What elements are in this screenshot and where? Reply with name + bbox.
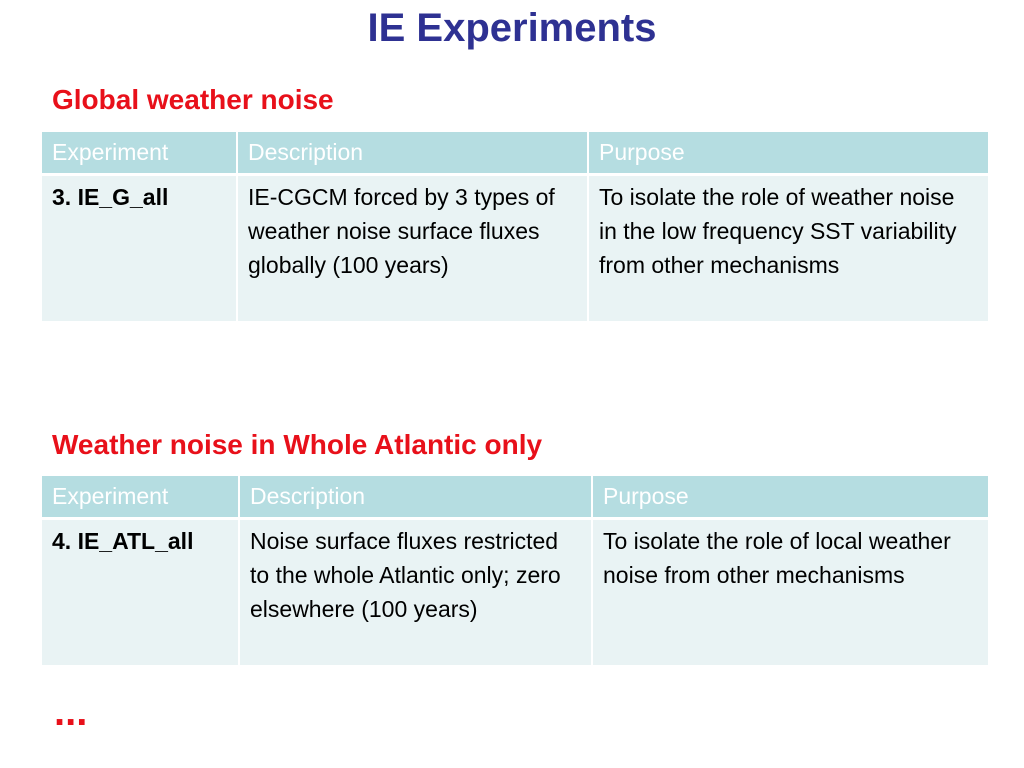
cell: To isolate the role of weather noise in …: [589, 176, 988, 321]
header-cell: Experiment: [42, 476, 238, 517]
header-row: Experiment Description Purpose: [42, 132, 988, 173]
section-heading: Global weather noise: [52, 84, 334, 115]
header-cell: Purpose: [593, 476, 988, 517]
header-cell: Description: [238, 132, 587, 173]
cell: Noise surface fluxes restricted to the w…: [240, 520, 591, 665]
cell: 4. IE_ATL_all: [42, 520, 238, 665]
row: 3. IE_G_all IE-CGCM forced by 3 types of…: [42, 176, 988, 321]
section-heading: Weather noise in Whole Atlantic only: [52, 429, 543, 460]
cell: To isolate the role of local weather noi…: [593, 520, 988, 665]
header-cell: Experiment: [42, 132, 236, 173]
table: Experiment Description Purpose 3. IE_G_a…: [40, 129, 990, 324]
header-row: Experiment Description Purpose: [42, 476, 988, 517]
cell: 3. IE_G_all: [42, 176, 236, 321]
header-cell: Purpose: [589, 132, 988, 173]
slide-title: IE Experiments: [367, 6, 657, 50]
header-cell: Description: [240, 476, 591, 517]
ellipsis: ...: [54, 690, 88, 734]
cell: IE-CGCM forced by 3 types of weather noi…: [238, 176, 587, 321]
table: Experiment Description Purpose 4. IE_ATL…: [40, 473, 990, 668]
row: 4. IE_ATL_all Noise surface fluxes restr…: [42, 520, 988, 665]
